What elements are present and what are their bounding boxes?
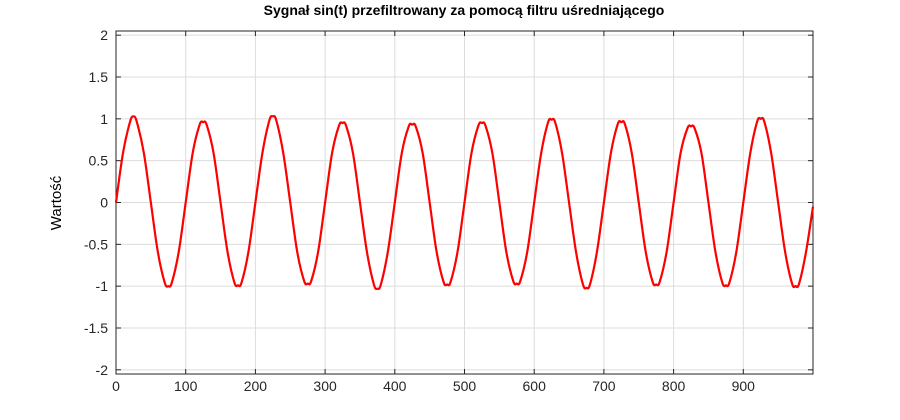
y-tick-label: 1: [100, 111, 108, 127]
y-tick-label: -0.5: [84, 236, 108, 252]
y-tick-label: 1.5: [89, 69, 109, 85]
x-tick-label: 500: [453, 378, 477, 394]
y-tick-label: 2: [100, 27, 108, 43]
y-tick-label: -1.5: [84, 320, 108, 336]
series-layer: [114, 114, 815, 291]
x-tick-label: 0: [112, 378, 120, 394]
x-tick-label: 300: [313, 378, 337, 394]
y-tick-label: 0: [100, 195, 108, 211]
x-tick-label: 200: [244, 378, 268, 394]
axis-ticks: 0 100 200 300 400 500 600 700 800 900 2 1.5 1 0.5 0 -0.…: [84, 27, 813, 394]
x-tick-label: 800: [662, 378, 686, 394]
y-tick-label: -2: [96, 362, 109, 378]
x-tick-label: 900: [732, 378, 756, 394]
chart-title: Sygnał sin(t) przefiltrowany za pomocą f…: [264, 2, 665, 18]
y-tick-label: 0.5: [89, 153, 109, 169]
x-tick-label: 100: [174, 378, 198, 394]
x-tick-label: 600: [523, 378, 547, 394]
y-tick-label: -1: [96, 278, 109, 294]
x-tick-label: 700: [592, 378, 616, 394]
y-axis-label: Wartość: [48, 175, 65, 230]
series-line: [114, 114, 815, 291]
x-tick-label: 400: [383, 378, 407, 394]
